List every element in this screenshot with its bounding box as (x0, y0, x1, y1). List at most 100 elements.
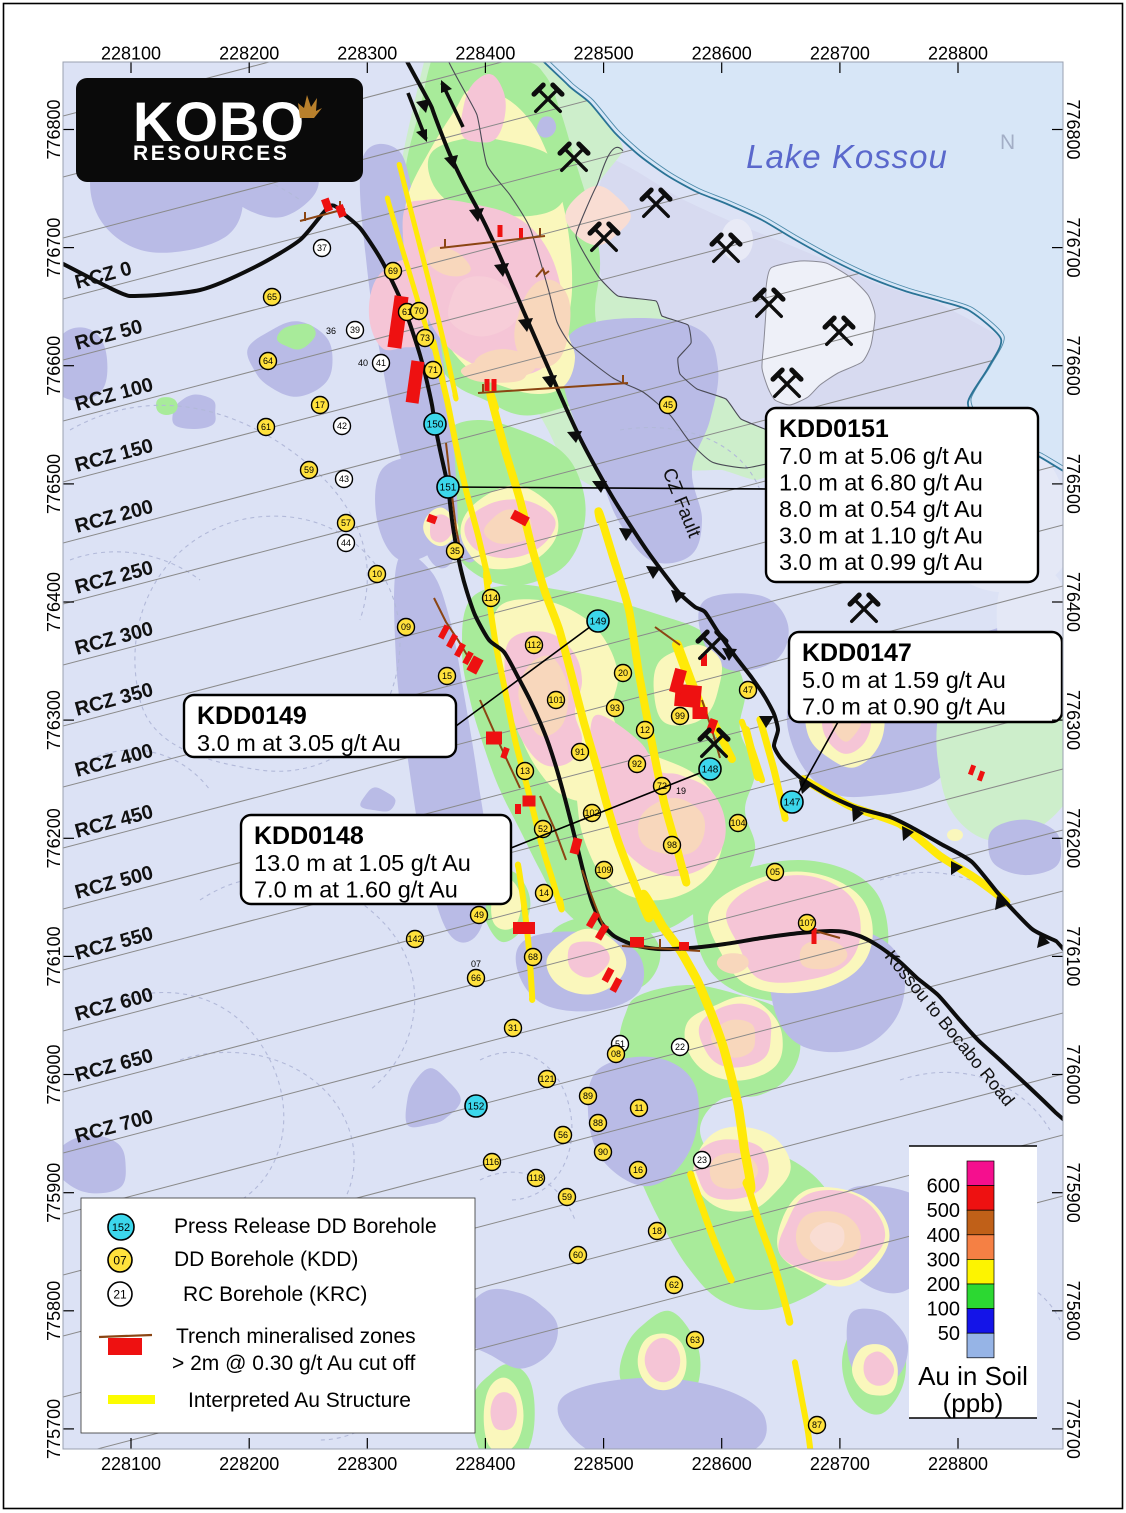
svg-text:44: 44 (341, 538, 351, 548)
svg-text:775700: 775700 (44, 1399, 64, 1459)
svg-text:71: 71 (428, 365, 438, 375)
svg-text:228100: 228100 (101, 1454, 161, 1474)
svg-text:228300: 228300 (337, 1454, 397, 1474)
svg-text:152: 152 (112, 1222, 130, 1234)
svg-text:775900: 775900 (44, 1163, 64, 1223)
svg-text:69: 69 (388, 266, 398, 276)
svg-text:776100: 776100 (1063, 926, 1083, 986)
svg-text:65: 65 (267, 292, 277, 302)
svg-text:228500: 228500 (574, 44, 634, 64)
svg-text:11: 11 (634, 1103, 643, 1113)
svg-text:92: 92 (632, 759, 642, 769)
svg-text:776200: 776200 (44, 808, 64, 868)
svg-text:59: 59 (304, 465, 314, 475)
svg-text:200: 200 (927, 1274, 960, 1296)
svg-text:14: 14 (539, 888, 549, 898)
svg-text:775800: 775800 (44, 1281, 64, 1341)
svg-text:776400: 776400 (44, 572, 64, 632)
svg-text:228300: 228300 (337, 44, 397, 64)
svg-text:300: 300 (927, 1249, 960, 1271)
svg-text:41: 41 (376, 358, 386, 368)
svg-text:19: 19 (676, 786, 686, 796)
svg-text:70: 70 (414, 306, 424, 316)
svg-text:776000: 776000 (44, 1044, 64, 1104)
svg-text:112: 112 (527, 640, 541, 650)
svg-text:22: 22 (675, 1042, 685, 1052)
svg-text:93: 93 (610, 703, 620, 713)
svg-text:51: 51 (615, 1039, 625, 1049)
svg-text:31: 31 (508, 1023, 518, 1033)
svg-text:Trench mineralised zones: Trench mineralised zones (176, 1325, 416, 1348)
svg-text:3.0 m at 3.05 g/t Au: 3.0 m at 3.05 g/t Au (197, 730, 401, 756)
svg-text:> 2m @ 0.30 g/t Au cut off: > 2m @ 0.30 g/t Au cut off (172, 1352, 415, 1375)
svg-text:121: 121 (539, 1074, 554, 1084)
svg-text:20: 20 (618, 668, 628, 678)
svg-text:KOBO: KOBO (133, 90, 305, 153)
svg-text:66: 66 (471, 973, 481, 983)
svg-text:05: 05 (770, 867, 780, 877)
svg-text:98: 98 (667, 840, 677, 850)
svg-text:99: 99 (675, 711, 685, 721)
svg-text:776300: 776300 (44, 690, 64, 750)
svg-text:776600: 776600 (44, 336, 64, 396)
svg-text:10: 10 (372, 569, 382, 579)
svg-text:228600: 228600 (692, 44, 752, 64)
svg-text:68: 68 (528, 952, 538, 962)
svg-text:116: 116 (485, 1157, 499, 1167)
svg-text:100: 100 (927, 1299, 960, 1321)
svg-text:776200: 776200 (1063, 808, 1083, 868)
svg-text:228800: 228800 (928, 1454, 988, 1474)
svg-text:776500: 776500 (44, 454, 64, 514)
svg-text:3.0 m at 0.99 g/t Au: 3.0 m at 0.99 g/t Au (779, 549, 983, 575)
svg-text:776600: 776600 (1063, 336, 1083, 396)
svg-text:104: 104 (730, 818, 745, 828)
svg-text:118: 118 (529, 1173, 543, 1183)
svg-text:228500: 228500 (574, 1454, 634, 1474)
svg-text:07: 07 (471, 959, 481, 969)
svg-text:7.0 m at 0.90 g/t Au: 7.0 m at 0.90 g/t Au (802, 694, 1006, 720)
svg-text:776300: 776300 (1063, 690, 1083, 750)
svg-text:775700: 775700 (1063, 1399, 1083, 1459)
svg-text:1.0 m at 6.80 g/t Au: 1.0 m at 6.80 g/t Au (779, 470, 983, 496)
svg-text:47: 47 (743, 685, 753, 695)
svg-text:7.0 m at 5.06 g/t Au: 7.0 m at 5.06 g/t Au (779, 443, 983, 469)
svg-text:57: 57 (341, 518, 351, 528)
svg-text:91: 91 (575, 747, 585, 757)
svg-text:49: 49 (474, 910, 484, 920)
svg-text:07: 07 (113, 1254, 127, 1268)
svg-text:775800: 775800 (1063, 1281, 1083, 1341)
svg-text:400: 400 (927, 1225, 960, 1247)
svg-text:09: 09 (401, 622, 411, 632)
svg-text:08: 08 (611, 1049, 621, 1059)
svg-text:149: 149 (590, 617, 607, 628)
svg-text:600: 600 (927, 1176, 960, 1198)
svg-text:228100: 228100 (101, 44, 161, 64)
svg-text:147: 147 (784, 798, 801, 809)
svg-text:60: 60 (573, 1250, 583, 1260)
svg-text:88: 88 (593, 1118, 603, 1128)
svg-text:43: 43 (339, 474, 349, 484)
svg-text:35: 35 (450, 546, 460, 556)
svg-text:12: 12 (640, 725, 650, 735)
svg-text:101: 101 (548, 695, 563, 705)
svg-text:72: 72 (657, 781, 667, 791)
svg-text:776700: 776700 (44, 218, 64, 278)
svg-text:(ppb): (ppb) (943, 1388, 1004, 1418)
svg-text:13.0 m at 1.05 g/t Au: 13.0 m at 1.05 g/t Au (254, 850, 471, 876)
svg-text:73: 73 (420, 333, 430, 343)
svg-text:228800: 228800 (928, 44, 988, 64)
svg-text:18: 18 (652, 1226, 662, 1236)
svg-text:23: 23 (697, 1155, 707, 1165)
svg-text:228400: 228400 (455, 1454, 515, 1474)
svg-text:16: 16 (633, 1165, 643, 1175)
svg-text:64: 64 (263, 356, 273, 366)
svg-text:36: 36 (326, 326, 336, 336)
svg-text:62: 62 (669, 1280, 679, 1290)
svg-text:776500: 776500 (1063, 454, 1083, 514)
svg-text:Au in Soil: Au in Soil (918, 1361, 1028, 1391)
svg-text:63: 63 (690, 1335, 700, 1345)
svg-text:Lake Kossou: Lake Kossou (746, 138, 948, 175)
svg-text:775900: 775900 (1063, 1163, 1083, 1223)
svg-text:776800: 776800 (44, 99, 64, 159)
svg-text:150: 150 (427, 420, 444, 431)
